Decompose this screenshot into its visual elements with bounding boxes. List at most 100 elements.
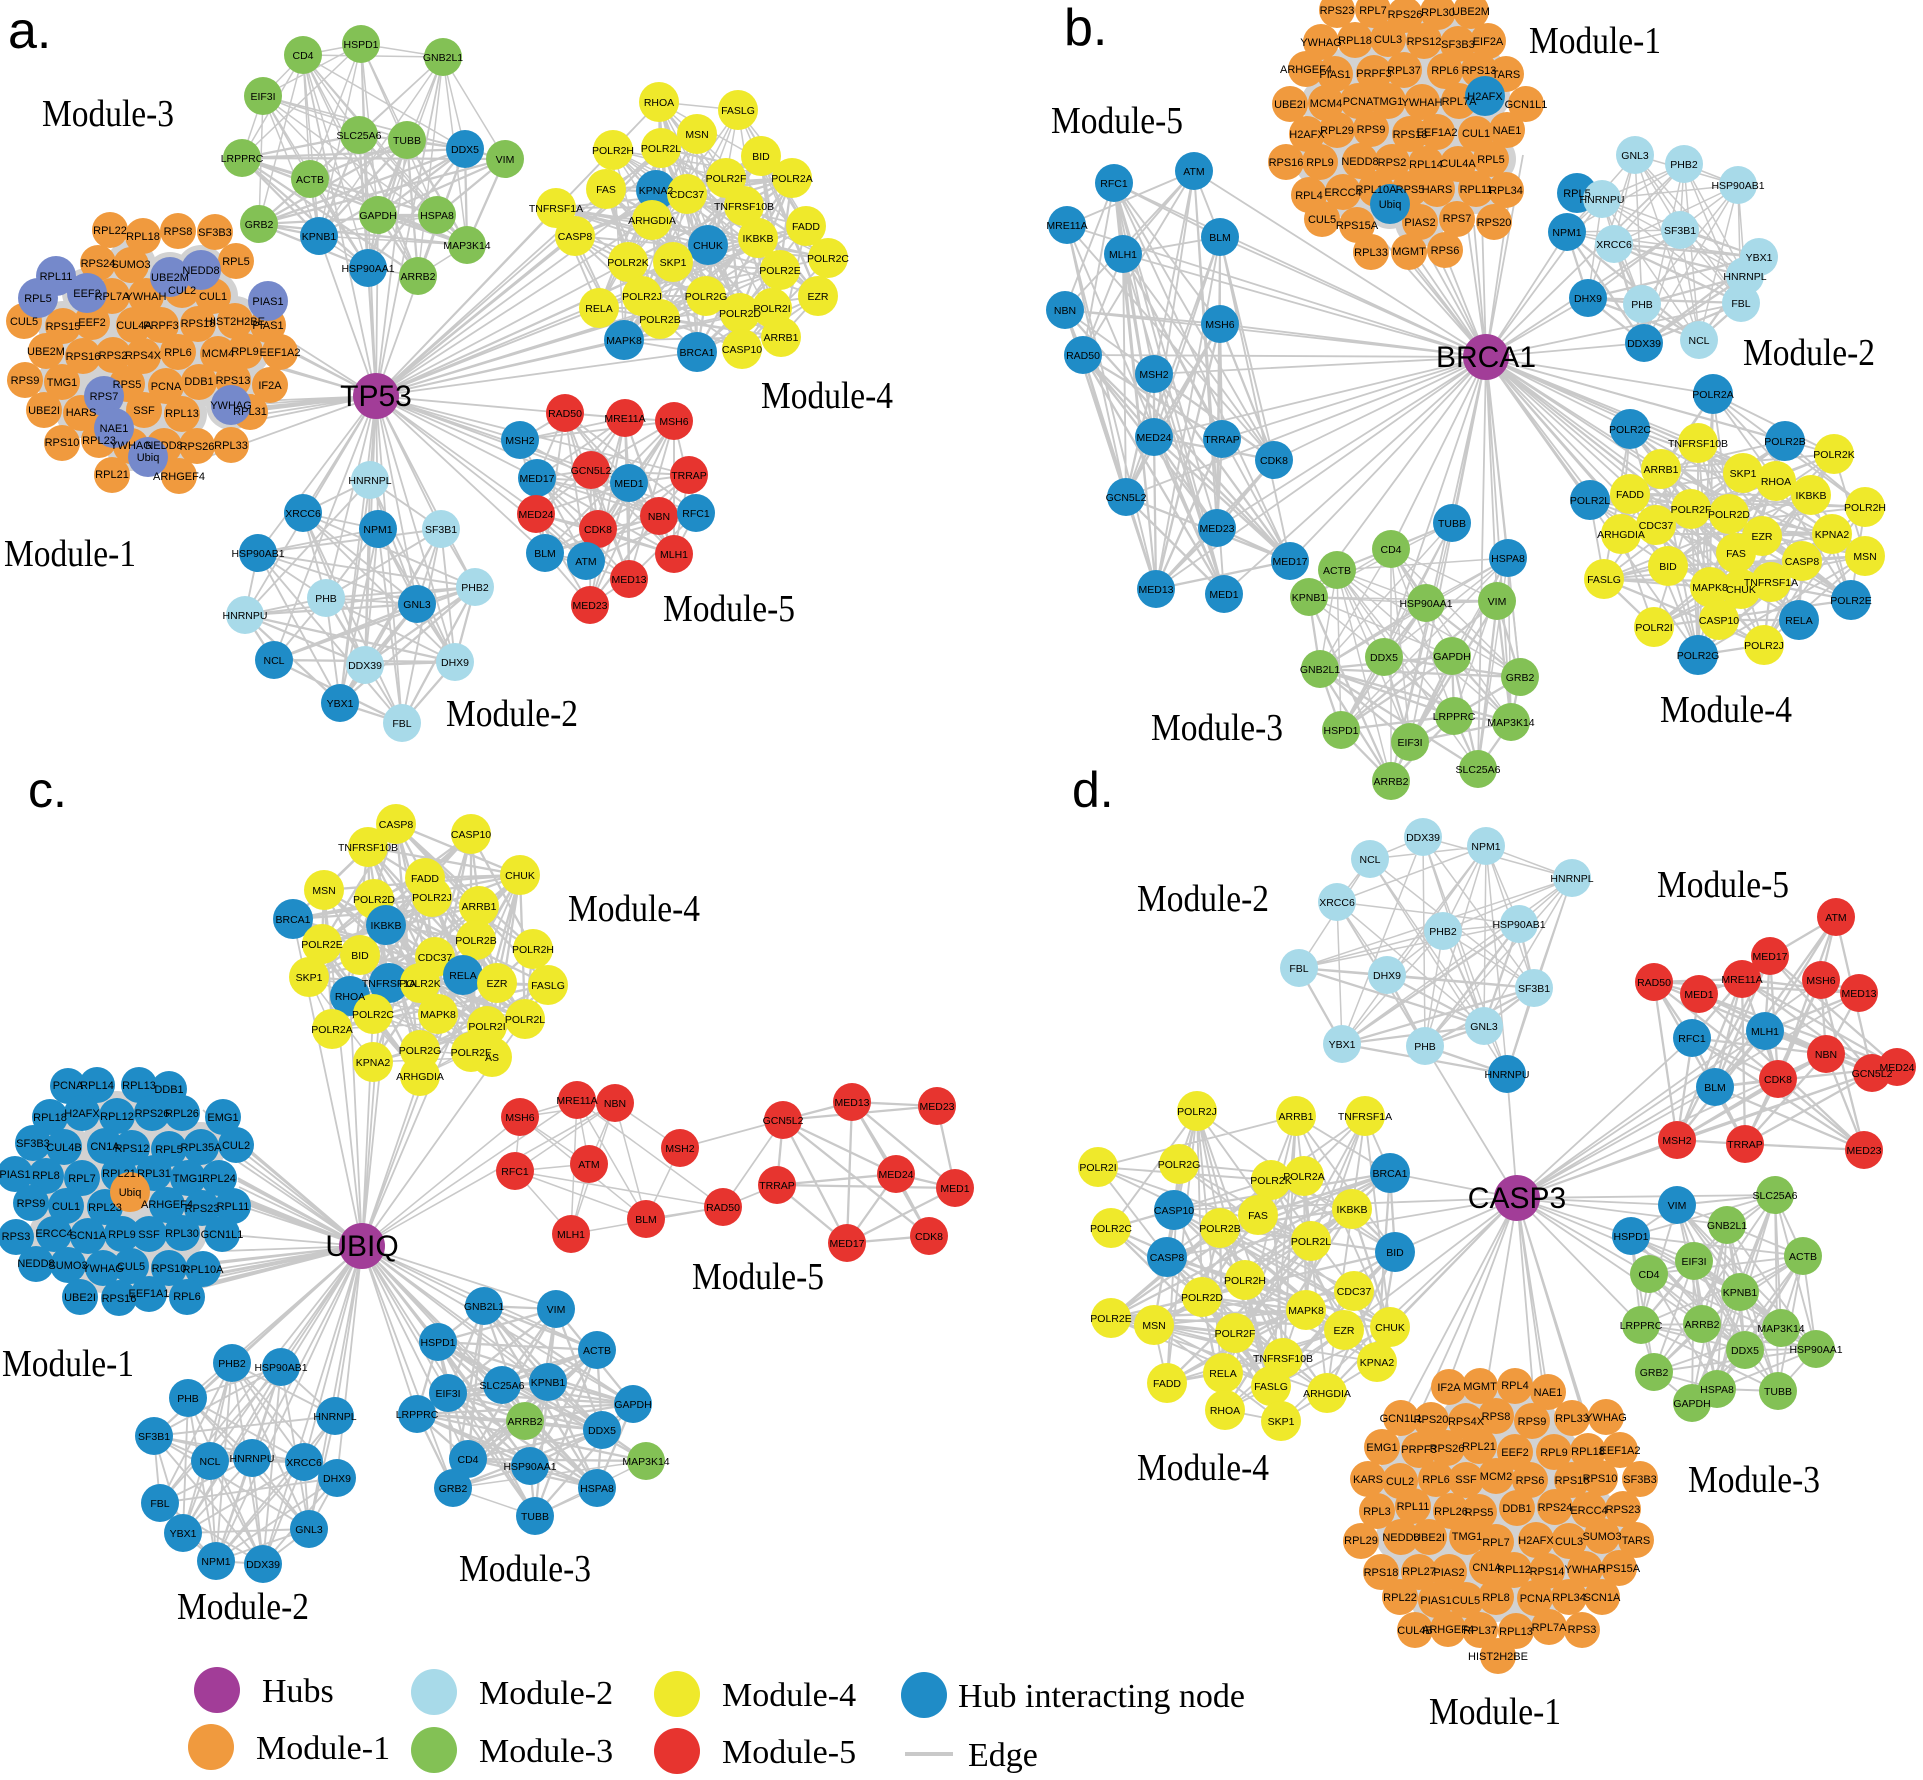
svg-text:POLR2L: POLR2L — [505, 1014, 545, 1026]
svg-text:SF3B3: SF3B3 — [16, 1138, 50, 1150]
svg-text:NEDD8: NEDD8 — [182, 265, 219, 277]
svg-text:GNL3: GNL3 — [403, 599, 431, 611]
svg-text:TP53: TP53 — [340, 380, 412, 413]
svg-text:POLR2D: POLR2D — [1708, 509, 1750, 521]
svg-text:CN1A: CN1A — [90, 1141, 120, 1153]
svg-text:NCL: NCL — [199, 1456, 220, 1468]
svg-text:TNFRSF10B: TNFRSF10B — [1253, 1353, 1313, 1365]
svg-text:UBE2I: UBE2I — [64, 1292, 96, 1304]
svg-text:RPL22: RPL22 — [93, 225, 127, 237]
svg-text:MED1: MED1 — [1209, 589, 1238, 601]
svg-text:SLC25A6: SLC25A6 — [480, 1380, 525, 1392]
svg-text:HSPA8: HSPA8 — [580, 1483, 614, 1495]
svg-text:DDX39: DDX39 — [246, 1559, 280, 1571]
svg-text:SF3B3: SF3B3 — [198, 227, 232, 239]
svg-text:SSF: SSF — [133, 405, 155, 417]
svg-text:POLR2A: POLR2A — [771, 173, 812, 185]
svg-text:IKBKB: IKBKB — [371, 920, 402, 932]
svg-text:CUL1: CUL1 — [52, 1201, 80, 1213]
svg-text:HSP90AA1: HSP90AA1 — [1399, 598, 1452, 610]
svg-text:POLR2B: POLR2B — [1764, 436, 1805, 448]
svg-text:RPL9: RPL9 — [1540, 1447, 1568, 1459]
svg-text:RPS26: RPS26 — [1430, 1443, 1465, 1455]
svg-text:YWHAH: YWHAH — [1402, 97, 1443, 109]
svg-text:NCL: NCL — [263, 655, 284, 667]
svg-text:UBE2M: UBE2M — [27, 346, 65, 358]
svg-text:Ubiq: Ubiq — [1379, 199, 1402, 211]
svg-text:DDX5: DDX5 — [1370, 652, 1398, 664]
svg-text:YWHAG: YWHAG — [210, 400, 252, 412]
svg-text:PHB2: PHB2 — [218, 1358, 246, 1370]
svg-text:FADD: FADD — [792, 221, 820, 233]
svg-text:ACTB: ACTB — [1789, 1251, 1817, 1263]
svg-text:UBE2I: UBE2I — [1413, 1532, 1445, 1544]
svg-text:GNB2L1: GNB2L1 — [423, 52, 463, 64]
svg-text:CUL1: CUL1 — [1462, 128, 1490, 140]
svg-text:DDX39: DDX39 — [1406, 832, 1440, 844]
svg-text:RPL6: RPL6 — [1422, 1474, 1450, 1486]
svg-text:NEDD8: NEDD8 — [1341, 156, 1378, 168]
svg-text:ERCC4: ERCC4 — [1324, 187, 1361, 199]
svg-text:FBL: FBL — [1731, 298, 1750, 310]
svg-text:RPL33: RPL33 — [1555, 1413, 1589, 1425]
svg-text:NBN: NBN — [1054, 305, 1076, 317]
svg-text:EEF1A2: EEF1A2 — [260, 347, 301, 359]
svg-text:HSP90AA1: HSP90AA1 — [1789, 1344, 1842, 1356]
svg-text:UBIQ: UBIQ — [325, 1230, 398, 1263]
svg-text:POLR2C: POLR2C — [807, 253, 849, 265]
svg-text:PHB2: PHB2 — [1670, 159, 1698, 171]
svg-text:Module-5: Module-5 — [663, 588, 795, 630]
svg-text:c.: c. — [28, 762, 67, 818]
svg-text:NEDD8: NEDD8 — [145, 440, 182, 452]
svg-text:POLR2C: POLR2C — [1090, 1223, 1132, 1235]
svg-text:SLC25A6: SLC25A6 — [1753, 1190, 1798, 1202]
svg-text:GAPDH: GAPDH — [1673, 1398, 1710, 1410]
svg-text:CUL2: CUL2 — [1386, 1476, 1414, 1488]
svg-text:RPS8: RPS8 — [1482, 1411, 1511, 1423]
svg-text:ARHGDIA: ARHGDIA — [628, 215, 676, 227]
svg-text:NCL: NCL — [1359, 854, 1380, 866]
svg-text:MAPK8: MAPK8 — [606, 335, 642, 347]
svg-text:PCNA: PCNA — [1343, 96, 1374, 108]
svg-text:RPS2: RPS2 — [99, 350, 128, 362]
svg-text:POLR2D: POLR2D — [719, 308, 761, 320]
svg-text:DDX5: DDX5 — [451, 144, 479, 156]
svg-text:TNFRSF1A: TNFRSF1A — [529, 203, 583, 215]
svg-text:EIF3I: EIF3I — [435, 1388, 460, 1400]
svg-text:H2AFX: H2AFX — [1467, 91, 1503, 103]
svg-text:Module-4: Module-4 — [1137, 1447, 1269, 1489]
svg-text:RPS4X: RPS4X — [1448, 1416, 1485, 1428]
svg-text:ATM: ATM — [1825, 912, 1846, 924]
svg-text:SUMO3: SUMO3 — [48, 1260, 87, 1272]
svg-text:FBL: FBL — [1289, 963, 1308, 975]
svg-text:Module-2: Module-2 — [479, 1675, 613, 1712]
svg-text:CUL5: CUL5 — [1452, 1595, 1480, 1607]
svg-text:ACTB: ACTB — [296, 174, 324, 186]
svg-text:RPS24: RPS24 — [81, 258, 116, 270]
svg-text:CDK8: CDK8 — [1260, 455, 1288, 467]
svg-text:RPL5: RPL5 — [155, 1144, 183, 1156]
svg-text:MLH1: MLH1 — [1751, 1026, 1779, 1038]
svg-text:YWHAH: YWHAH — [1565, 1564, 1606, 1576]
svg-text:MSN: MSN — [312, 885, 335, 897]
svg-text:RPS8: RPS8 — [164, 226, 193, 238]
svg-text:RPL37: RPL37 — [1387, 65, 1421, 77]
svg-text:Module-4: Module-4 — [722, 1677, 856, 1714]
svg-text:RPS10: RPS10 — [152, 1263, 187, 1275]
svg-text:POLR2H: POLR2H — [1224, 1275, 1266, 1287]
svg-text:CASP10: CASP10 — [451, 829, 491, 841]
svg-text:H2AFX: H2AFX — [64, 1108, 100, 1120]
svg-text:VIM: VIM — [1488, 596, 1507, 608]
svg-text:CUL2: CUL2 — [222, 1140, 250, 1152]
svg-text:SCN1A: SCN1A — [70, 1230, 107, 1242]
svg-text:Hub interacting node: Hub interacting node — [958, 1678, 1245, 1715]
svg-text:RPS15A: RPS15A — [1598, 1563, 1641, 1575]
svg-text:YWHAG: YWHAG — [1300, 37, 1342, 49]
svg-text:PIAS1: PIAS1 — [252, 296, 283, 308]
svg-text:HARS: HARS — [1422, 184, 1453, 196]
svg-text:RPL5: RPL5 — [1477, 154, 1505, 166]
svg-text:RPL11: RPL11 — [40, 271, 73, 283]
svg-text:RPS5: RPS5 — [1465, 1507, 1494, 1519]
svg-text:GCN1L1: GCN1L1 — [1380, 1413, 1423, 1425]
svg-text:PIAS2: PIAS2 — [1433, 1567, 1464, 1579]
